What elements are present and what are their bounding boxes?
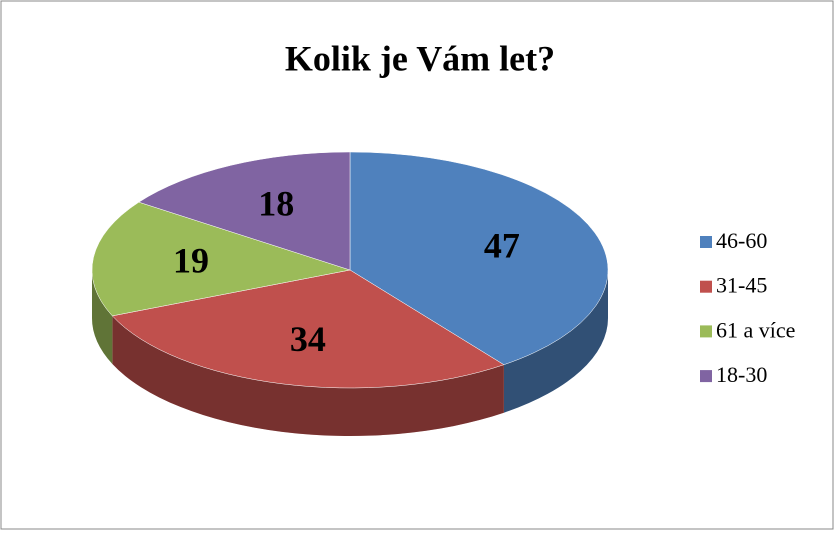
data-label: 34 — [290, 319, 326, 359]
legend-label: 46-60 — [716, 228, 767, 253]
legend-label: 61 a více — [716, 317, 795, 342]
slice — [349, 151, 609, 365]
legend-swatch — [700, 280, 712, 293]
legend-label: 18-30 — [716, 362, 767, 387]
data-label: 47 — [484, 225, 520, 265]
legend-label: 31-45 — [716, 273, 767, 298]
legend-swatch — [700, 236, 712, 248]
side-shade — [112, 315, 504, 436]
data-label: 19 — [173, 240, 209, 280]
legend-swatch — [700, 325, 712, 338]
slice — [138, 151, 351, 271]
data-label: 18 — [258, 183, 294, 223]
legend-swatch — [700, 370, 712, 383]
slice — [111, 269, 505, 389]
slice — [91, 201, 351, 317]
chart-title: Kolik je Vám let? — [285, 38, 555, 78]
slice-side — [112, 315, 504, 436]
